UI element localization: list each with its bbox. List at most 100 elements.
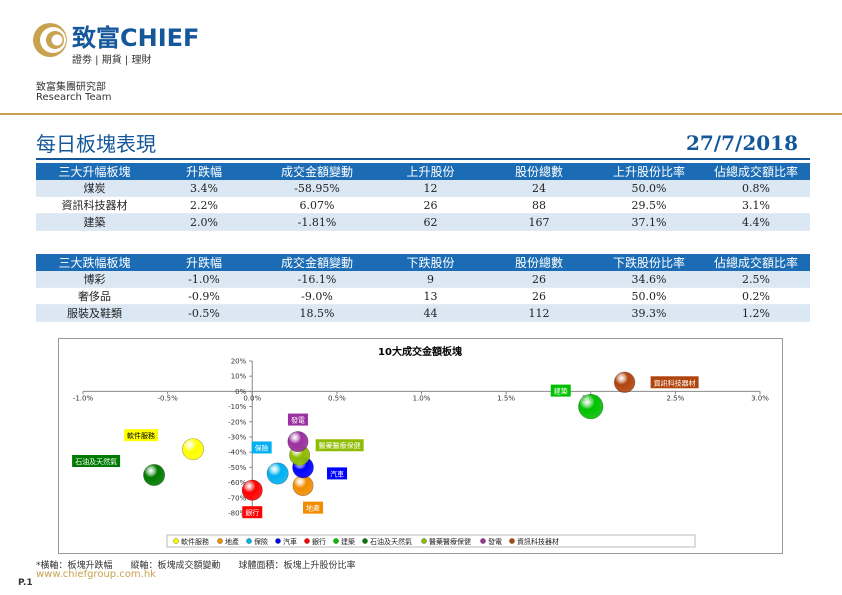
bubble-label-bg [550, 384, 571, 397]
table-row: 煤炭 3.4% -58.95% 12 24 50.0% 0.8% [36, 180, 810, 197]
bubble-point [287, 431, 309, 453]
bubble-label-bg [650, 376, 699, 389]
department-en: Research Team [36, 92, 112, 103]
table-cell: 0.8% [702, 180, 810, 197]
table-cell: 3.4% [153, 180, 255, 197]
report-title: 每日板塊表現 [36, 132, 156, 156]
department-cn: 致富集團研究部 [36, 82, 106, 93]
bubble-label: 軟件服務 [127, 431, 155, 440]
legend-marker [246, 538, 252, 544]
column-header: 升跌幅 [153, 254, 255, 271]
bubble-label-bg [251, 441, 272, 454]
bubble-label: 石油及天然氣 [75, 457, 117, 466]
bubble-point [292, 475, 314, 497]
column-header: 三大升幅板塊 [36, 163, 153, 180]
table-cell: -58.95% [255, 180, 379, 197]
x-tick-label: 2.5% [666, 394, 684, 402]
table-cell: -0.9% [153, 287, 255, 305]
bubble-label-bg [287, 413, 308, 426]
bubble-label: 地產 [306, 504, 320, 513]
table-cell: -1.81% [255, 213, 379, 231]
bubble-label: 發電 [291, 416, 305, 425]
bubble-point [143, 464, 166, 486]
column-header: 下跌股份比率 [596, 254, 702, 271]
table-cell: 34.6% [596, 271, 702, 288]
legend-marker [362, 538, 368, 544]
table-cell: 博彩 [36, 271, 153, 288]
table-cell: 2.2% [153, 196, 255, 214]
column-header: 成交金額變動 [255, 163, 379, 180]
table-cell: -1.0% [153, 271, 255, 288]
brand-name: 致富CHIEF [72, 24, 200, 52]
table-row: 資訊科技器材 2.2% 6.07% 26 88 29.5% 3.1% [36, 196, 810, 214]
table-cell: 50.0% [596, 287, 702, 305]
table-cell: 39.3% [596, 304, 702, 322]
table-cell: 6.07% [255, 196, 379, 214]
table-row: 服裝及鞋類 -0.5% 18.5% 44 112 39.3% 1.2% [36, 304, 810, 322]
bubble-label-bg [315, 439, 364, 452]
table-cell: 煤炭 [36, 180, 153, 197]
table-cell: 2.5% [702, 271, 810, 288]
column-header: 三大跌幅板塊 [36, 254, 153, 271]
table-cell: 26 [482, 287, 596, 305]
website-link[interactable]: www.chiefgroup.com.hk [36, 569, 156, 580]
x-tick-label: -1.0% [73, 394, 94, 402]
table-cell: 29.5% [596, 196, 702, 214]
column-header: 佔總成交額比率 [702, 163, 810, 180]
table-cell: 44 [379, 304, 482, 322]
legend-label: 醫藥醫療保健 [429, 537, 471, 546]
header-divider [0, 113, 842, 115]
table-cell: 9 [379, 271, 482, 288]
table-cell: 服裝及鞋類 [36, 304, 153, 322]
table-cell: -16.1% [255, 271, 379, 288]
column-header: 股份總數 [482, 163, 596, 180]
y-tick-label: -60% [228, 479, 246, 487]
bubble-point [241, 479, 263, 501]
y-tick-label: 10% [231, 373, 247, 381]
bubble-label-bg [124, 429, 159, 442]
legend-label: 保險 [254, 537, 268, 546]
bubble-label-bg [327, 467, 348, 480]
legend-marker [173, 538, 179, 544]
y-tick-label: -50% [228, 464, 246, 472]
bubble-label: 汽車 [330, 469, 344, 478]
table-header-row: 三大跌幅板塊 升跌幅 成交金額變動 下跌股份 股份總數 下跌股份比率 佔總成交額… [36, 254, 810, 271]
legend-label: 發電 [488, 537, 502, 546]
legend-marker [509, 538, 515, 544]
bubble-point [266, 462, 289, 485]
table-cell: 112 [482, 304, 596, 322]
legend-label: 汽車 [283, 537, 297, 546]
table-cell: 18.5% [255, 304, 379, 322]
y-tick-label: -20% [228, 418, 246, 426]
column-header: 上升股份 [379, 163, 482, 180]
top-losers-table: 三大跌幅板塊 升跌幅 成交金額變動 下跌股份 股份總數 下跌股份比率 佔總成交額… [36, 254, 810, 322]
column-header: 升跌幅 [153, 163, 255, 180]
column-header: 成交金額變動 [255, 254, 379, 271]
bubble-point [578, 393, 604, 420]
table-cell: 1.2% [702, 304, 810, 322]
legend-marker [217, 538, 223, 544]
y-tick-label: -80% [228, 510, 246, 518]
legend-marker [421, 538, 427, 544]
bubble-label: 醫藥醫療保健 [319, 441, 361, 450]
legend-label: 軟件服務 [181, 537, 209, 546]
brand-tagline: 證劵 | 期貨 | 理財 [72, 55, 152, 66]
chief-logo-icon [33, 23, 67, 57]
table-cell: 資訊科技器材 [36, 196, 153, 214]
bubble-chart-panel: 10大成交金額板塊 -1.0%-0.5%0.0%0.5%1.0%1.5%2.0%… [58, 338, 783, 554]
table-cell: 167 [482, 213, 596, 231]
bubble-chart: 10大成交金額板塊 -1.0%-0.5%0.0%0.5%1.0%1.5%2.0%… [72, 345, 769, 548]
column-header: 股份總數 [482, 254, 596, 271]
top-gainers-table: 三大升幅板塊 升跌幅 成交金額變動 上升股份 股份總數 上升股份比率 佔總成交額… [36, 163, 810, 231]
bubble-label-bg [72, 455, 121, 467]
x-tick-label: 0.0% [243, 394, 261, 402]
legend-label: 地產 [225, 537, 239, 546]
table-cell: 88 [482, 196, 596, 214]
y-tick-label: -10% [228, 403, 246, 411]
bubble-label: 資訊科技器材 [654, 378, 696, 387]
x-tick-label: 1.5% [497, 394, 515, 402]
x-tick-label: 1.0% [413, 394, 431, 402]
table-cell: 26 [379, 196, 482, 214]
table-cell: 3.1% [702, 196, 810, 214]
column-header: 上升股份比率 [596, 163, 702, 180]
